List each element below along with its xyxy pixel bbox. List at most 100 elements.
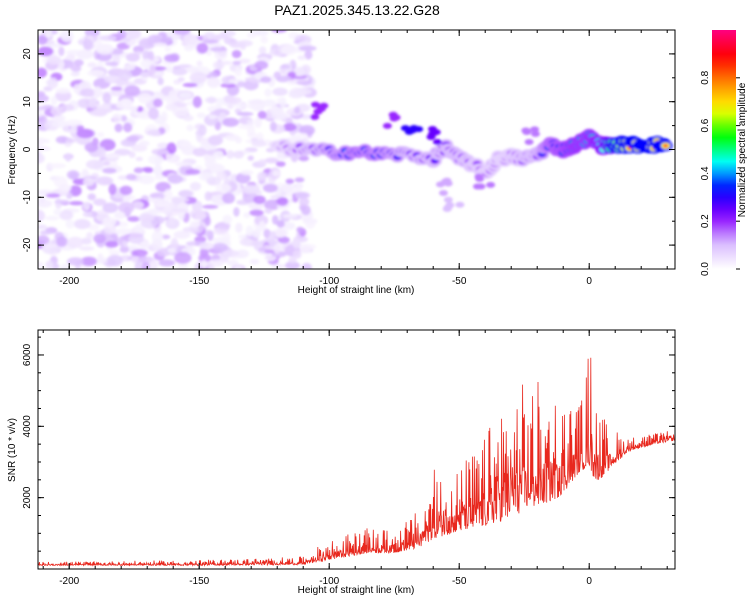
x-tick-label: -200 [59, 276, 79, 287]
heatmap-noise-cell [140, 71, 150, 78]
heatmap-noise-cell [139, 241, 151, 250]
heatmap-noise-cell [166, 142, 177, 155]
heatmap-noise-cell [258, 159, 268, 166]
heatmap-noise-cell [81, 168, 89, 178]
heatmap-noise-cell [164, 54, 179, 63]
heatmap-noise-cell [179, 140, 192, 149]
heatmap-noise-cell [53, 208, 62, 216]
heatmap-noise-cell [149, 259, 158, 269]
heatmap-noise-cell [79, 88, 96, 97]
heatmap-noise-cell [167, 247, 177, 254]
heatmap-x-ticks: -200 -150 -100 -50 0 [42, 30, 668, 287]
heatmap-noise-cell [114, 123, 123, 133]
heatmap-noise-cell [45, 215, 60, 221]
heatmap-noise-cell [206, 176, 222, 186]
heatmap-noise-cell [128, 232, 144, 244]
heatmap-noise-cell [160, 111, 168, 123]
heatmap-noise-cell [105, 240, 119, 248]
heatmap-noise-cell [102, 202, 119, 214]
heatmap-noise-cell [102, 216, 117, 228]
heatmap-noise-cell [53, 114, 66, 122]
heatmap-noise-cell [260, 76, 272, 83]
heatmap-noise-cell [251, 229, 262, 238]
line-plot-background [38, 330, 675, 569]
heatmap-noise-cell [83, 177, 95, 187]
heatmap-noise-cell [220, 83, 236, 88]
heatmap-noise-cell [247, 99, 265, 105]
heatmap-noise-cell [239, 42, 247, 51]
heatmap-noise-cell [272, 87, 288, 96]
heatmap-noise-cell [65, 153, 72, 162]
heatmap-noise-cell [138, 174, 155, 185]
heatmap-noise-cell [84, 30, 100, 37]
heatmap-noise-cell [135, 156, 144, 162]
y-tick-label: 10 [22, 96, 33, 108]
heatmap-noise-cell [65, 49, 83, 56]
heatmap-noise-cell [288, 256, 297, 264]
heatmap-noise-cell [118, 201, 135, 214]
heatmap-noise-cell [276, 220, 285, 228]
heatmap-noise-cell [246, 32, 257, 39]
heatmap-noise-cell [58, 46, 65, 57]
heatmap-noise-cell [38, 209, 45, 222]
heatmap-noise-cell [214, 200, 224, 206]
heatmap-noise-cell [263, 199, 282, 211]
heatmap-branch-cell [530, 130, 540, 137]
heatmap-noise-cell [183, 33, 199, 46]
heatmap-noise-cell [284, 261, 300, 269]
heatmap-noise-cell [87, 62, 97, 68]
heatmap-noise-cell [198, 253, 212, 263]
heatmap-noise-cell [204, 191, 212, 201]
x-tick-label: -100 [319, 576, 339, 587]
heatmap-noise-cell [234, 265, 242, 269]
heatmap-noise-cell [160, 36, 173, 43]
x-tick-label: 0 [586, 276, 592, 287]
heatmap-noise-cell [70, 71, 80, 77]
heatmap-noise-cell [38, 146, 51, 152]
colorbar-tick-label: 0.2 [700, 214, 711, 228]
heatmap-noise-cell [304, 50, 313, 60]
heatmap-noise-cell [226, 259, 239, 266]
heatmap-noise-cell [100, 103, 110, 110]
heatmap-noise-cell [102, 153, 121, 159]
heatmap-noise-cell [96, 131, 105, 138]
heatmap-noise-cell [58, 184, 72, 193]
heatmap-noise-cell [104, 61, 119, 66]
heatmap-noise-cell [247, 131, 257, 139]
x-tick-label: -50 [452, 576, 467, 587]
heatmap-noise-cell [277, 196, 289, 206]
heatmap-noise-cell [194, 212, 206, 220]
heatmap-noise-cell [174, 251, 192, 264]
heatmap-noise-cell [167, 174, 183, 184]
heatmap-noise-cell [138, 140, 150, 147]
x-tick-label: -100 [319, 276, 339, 287]
heatmap-noise-cell [65, 119, 83, 127]
heatmap-noise-cell [275, 161, 286, 167]
heatmap-noise-cell [133, 167, 144, 174]
heatmap-noise-cell [204, 157, 217, 167]
heatmap-noise-cell [124, 85, 141, 97]
heatmap-noise-cell [287, 71, 297, 78]
heatmap-noise-cell [65, 219, 75, 229]
heatmap-noise-cell [263, 183, 278, 193]
heatmap-noise-cell [275, 228, 287, 238]
heatmap-noise-cell [222, 232, 231, 243]
heatmap-branch-cell [310, 101, 320, 108]
heatmap-noise-cell [60, 30, 74, 43]
heatmap-branch-cell [426, 134, 436, 141]
heatmap-noise-cell [38, 137, 47, 144]
heatmap-noise-cell [89, 109, 108, 117]
heatmap-noise-cell [164, 46, 171, 52]
heatmap-noise-cell [247, 103, 260, 109]
heatmap-noise-cell [256, 132, 264, 141]
heatmap-noise-cell [38, 46, 54, 57]
heatmap-noise-cell [79, 246, 95, 251]
heatmap-noise-cell [131, 201, 144, 209]
heatmap-noise-cell [294, 88, 312, 95]
heatmap-noise-cell [51, 119, 68, 128]
colorbar-gradient [712, 30, 736, 269]
heatmap-noise-cell [175, 161, 192, 167]
heatmap-noise-cell [173, 30, 191, 36]
y-tick-label: 2000 [22, 486, 33, 509]
heatmap-noise-cell [254, 116, 262, 129]
